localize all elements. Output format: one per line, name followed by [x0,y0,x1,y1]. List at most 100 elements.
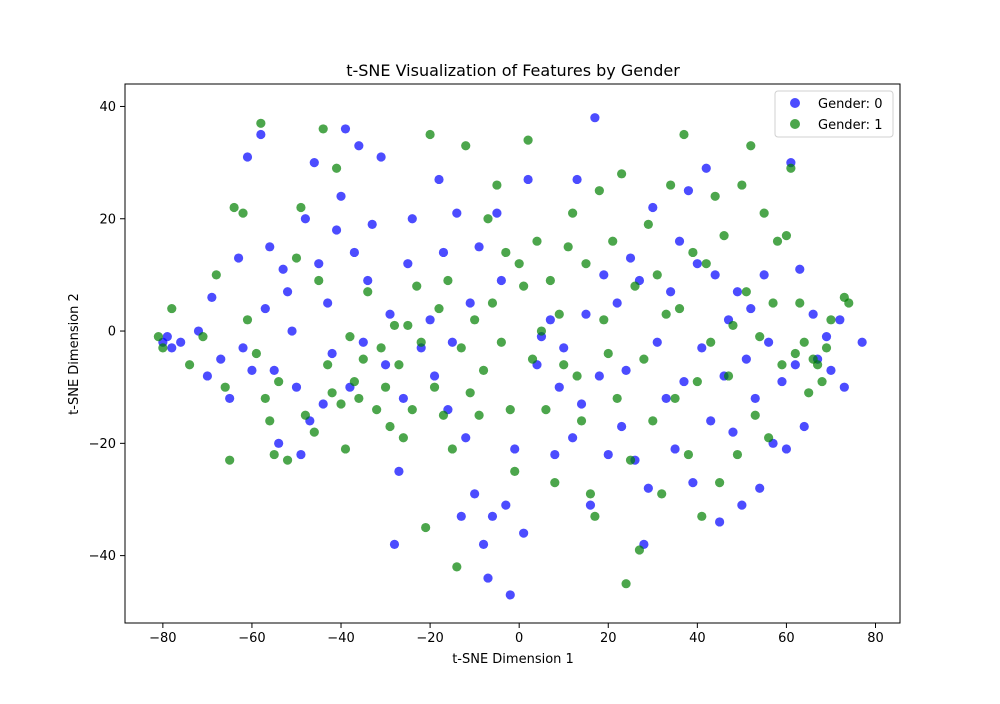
scatter-point-gender-1 [363,287,373,297]
scatter-point-gender-0 [380,360,391,370]
scatter-point-gender-0 [781,444,792,454]
scatter-point-gender-0 [505,590,515,600]
scatter-point-gender-1 [274,376,284,387]
scatter-point-gender-0 [318,399,328,409]
scatter-point-gender-0 [265,242,275,252]
scatter-point-gender-0 [808,309,818,319]
scatter-point-gender-0 [452,208,462,218]
scatter-point-gender-0 [434,174,444,185]
scatter-point-gender-0 [839,382,849,392]
scatter-point-gender-1 [617,169,627,179]
scatter-point-gender-0 [260,303,270,314]
scatter-point-gender-1 [403,320,413,331]
scatter-point-gender-1 [282,455,293,465]
scatter-point-gender-0 [300,214,310,224]
scatter-point-gender-1 [487,298,498,308]
legend-label-gender-0: Gender: 0 [818,97,882,112]
scatter-point-gender-0 [403,259,413,269]
scatter-point-gender-0 [363,275,373,286]
scatter-point-gender-0 [202,371,212,381]
scatter-point-gender-0 [461,433,471,443]
scatter-point-gender-1 [300,410,310,420]
scatter-point-gender-0 [309,158,319,168]
scatter-point-gender-0 [207,292,217,302]
scatter-point-gender-1 [251,348,261,359]
scatter-point-gender-1 [336,399,346,409]
scatter-point-gender-1 [821,343,832,353]
scatter-point-gender-0 [487,511,498,521]
scatter-point-gender-0 [674,236,685,246]
scatter-point-gender-0 [710,270,720,280]
scatter-point-gender-1 [545,275,555,286]
scatter-point-gender-1 [625,455,636,465]
scatter-point-gender-0 [585,500,596,510]
scatter-point-gender-0 [470,489,480,499]
scatter-point-gender-1 [697,511,707,521]
scatter-point-gender-1 [407,405,417,415]
scatter-point-gender-1 [527,354,538,364]
scatter-point-gender-1 [599,315,609,325]
scatter-point-gender-1 [523,135,533,145]
scatter-point-gender-0 [501,500,511,510]
legend-label-gender-1: Gender: 1 [818,118,882,133]
scatter-point-gender-0 [790,360,800,370]
scatter-point-gender-0 [737,500,747,510]
scatter-point-gender-1 [425,129,435,140]
scatter-point-gender-1 [456,343,466,353]
scatter-point-gender-1 [795,298,805,308]
scatter-point-gender-1 [429,382,440,392]
scatter-point-gender-1 [844,298,854,308]
scatter-point-gender-0 [376,152,386,162]
scatter-point-gender-1 [741,287,751,297]
scatter-point-gender-0 [692,259,702,269]
scatter-point-gender-0 [568,433,578,443]
scatter-point-gender-1 [768,298,778,308]
scatter-point-gender-1 [648,416,658,426]
y-axis-label: t-SNE Dimension 2 [67,293,82,415]
scatter-point-gender-0 [576,399,587,409]
scatter-point-gender-0 [465,298,475,308]
scatter-point-gender-0 [617,421,627,432]
scatter-point-gender-0 [367,219,377,229]
scatter-point-gender-0 [648,202,658,213]
scatter-point-gender-1 [291,253,302,263]
scatter-point-gender-1 [421,522,431,533]
scatter-point-gender-0 [545,315,555,325]
scatter-point-gender-0 [741,354,751,364]
scatter-point-gender-1 [536,326,547,336]
scatter-point-gender-1 [799,337,809,347]
scatter-point-gender-1 [750,410,760,420]
scatter-point-gender-1 [719,230,729,241]
x-axis-label: t-SNE Dimension 1 [452,652,574,667]
scatter-point-gender-1 [158,343,168,353]
scatter-point-gender-0 [795,264,805,274]
scatter-point-gender-1 [755,332,765,342]
scatter-point-gender-1 [568,208,578,218]
scatter-point-gender-1 [474,410,484,420]
scatter-point-gender-1 [813,360,823,370]
scatter-point-gender-0 [857,337,867,347]
scatter-point-gender-1 [621,579,631,589]
scatter-point-gender-1 [394,360,404,370]
scatter-point-gender-1 [398,433,408,443]
scatter-point-gender-1 [634,545,645,555]
scatter-point-gender-1 [572,371,582,381]
scatter-point-gender-1 [657,489,667,499]
scatter-point-gender-0 [269,365,279,375]
scatter-point-gender-0 [670,444,680,454]
scatter-point-gender-0 [438,247,449,258]
scatter-point-gender-1 [590,511,600,521]
scatter-point-gender-0 [296,449,306,460]
scatter-point-gender-1 [786,163,796,173]
legend: Gender: 0 Gender: 1 [774,90,894,138]
scatter-point-gender-1 [443,275,453,286]
scatter-point-gender-1 [465,388,475,398]
y-axis: −40 −20 0 20 40 [89,100,125,564]
x-tick-label: 60 [778,631,795,646]
scatter-point-gender-1 [380,382,391,392]
scatter-point-gender-0 [755,483,765,493]
scatter-point-gender-1 [728,320,738,331]
scatter-point-gender-1 [372,405,382,415]
x-tick-label: −20 [416,631,443,646]
scatter-point-gender-1 [674,303,685,314]
